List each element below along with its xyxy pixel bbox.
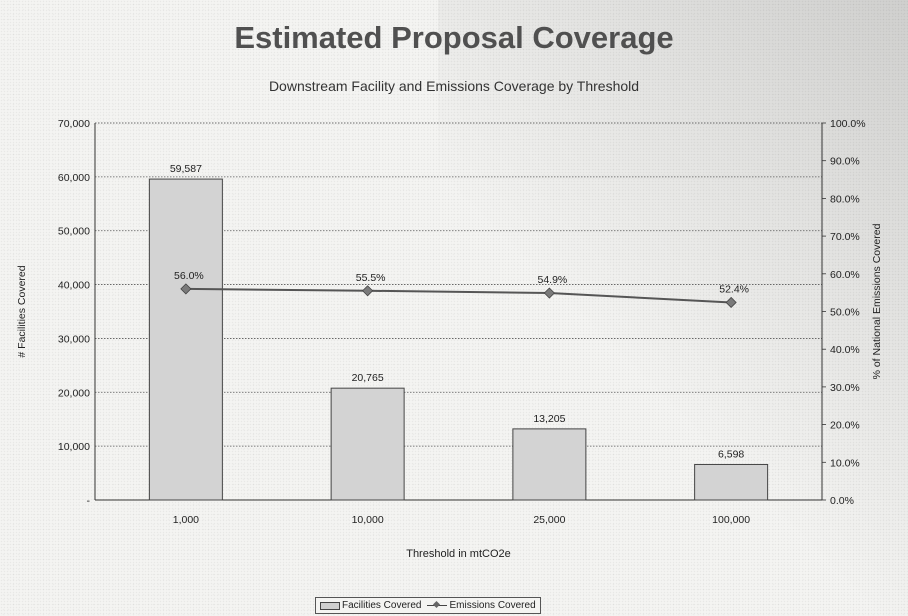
line-data-label: 56.0% — [174, 270, 204, 282]
y-axis-title: # Facilities Covered — [16, 265, 28, 357]
legend-label-facilities: Facilities Covered — [342, 600, 422, 611]
y2-axis-title: % of National Emissions Covered — [871, 223, 883, 379]
bar-data-label: 13,205 — [533, 413, 565, 425]
line-point — [180, 283, 192, 295]
bar — [148, 178, 223, 501]
line-data-label: 52.4% — [719, 283, 749, 295]
bar — [330, 387, 405, 501]
bar-data-label: 59,587 — [170, 163, 202, 175]
y2-tick-label: 40.0% — [830, 344, 860, 356]
y2-tick-label: 80.0% — [830, 193, 860, 205]
y2-tick-label: 60.0% — [830, 269, 860, 281]
y2-tick-label: 20.0% — [830, 420, 860, 432]
line-data-label: 55.5% — [356, 272, 386, 284]
chart-subtitle: Downstream Facility and Emissions Covera… — [268, 78, 640, 94]
y-tick-label: 50,000 — [58, 226, 90, 238]
y2-tick-label: 0.0% — [830, 495, 854, 507]
y-tick-label: 60,000 — [58, 172, 90, 184]
legend-bar-swatch — [320, 601, 340, 610]
legend-item-emissions: Emissions Covered — [427, 600, 536, 611]
line-point — [362, 285, 374, 297]
line-data-label: 54.9% — [537, 274, 567, 286]
y-tick-label: 30,000 — [58, 333, 90, 345]
line-point — [543, 287, 555, 299]
y-tick-label: 20,000 — [58, 387, 90, 399]
y2-tick-label: 100.0% — [830, 118, 866, 130]
bar-data-label: 20,765 — [352, 372, 384, 384]
bar — [694, 463, 769, 501]
legend-line-swatch — [427, 602, 448, 609]
bar — [512, 428, 587, 501]
y2-tick-label: 50.0% — [830, 307, 860, 319]
emissions-line — [185, 287, 732, 304]
y-tick-label: 40,000 — [58, 280, 90, 292]
y2-tick-label: 10.0% — [830, 457, 860, 469]
x-tick-label: 100,000 — [712, 514, 750, 526]
chart-title: Estimated Proposal Coverage — [234, 20, 674, 55]
x-tick-label: 10,000 — [352, 514, 384, 526]
y-tick-label: 70,000 — [58, 118, 90, 130]
x-axis-title: Threshold in mtCO2e — [406, 548, 511, 560]
y-tick-label: 10,000 — [58, 441, 90, 453]
chart-legend: Facilities Covered Emissions Covered — [315, 597, 541, 614]
bar-data-label: 6,598 — [718, 448, 744, 460]
legend-item-facilities: Facilities Covered — [320, 600, 421, 611]
x-tick-label: 25,000 — [533, 514, 565, 526]
y-tick-label: - — [87, 495, 91, 507]
y2-tick-label: 70.0% — [830, 231, 860, 243]
line-point — [725, 296, 737, 309]
y2-tick-label: 30.0% — [830, 382, 860, 394]
y2-tick-label: 90.0% — [830, 156, 860, 168]
legend-label-emissions: Emissions Covered — [449, 600, 536, 611]
x-tick-label: 1,000 — [173, 514, 199, 526]
